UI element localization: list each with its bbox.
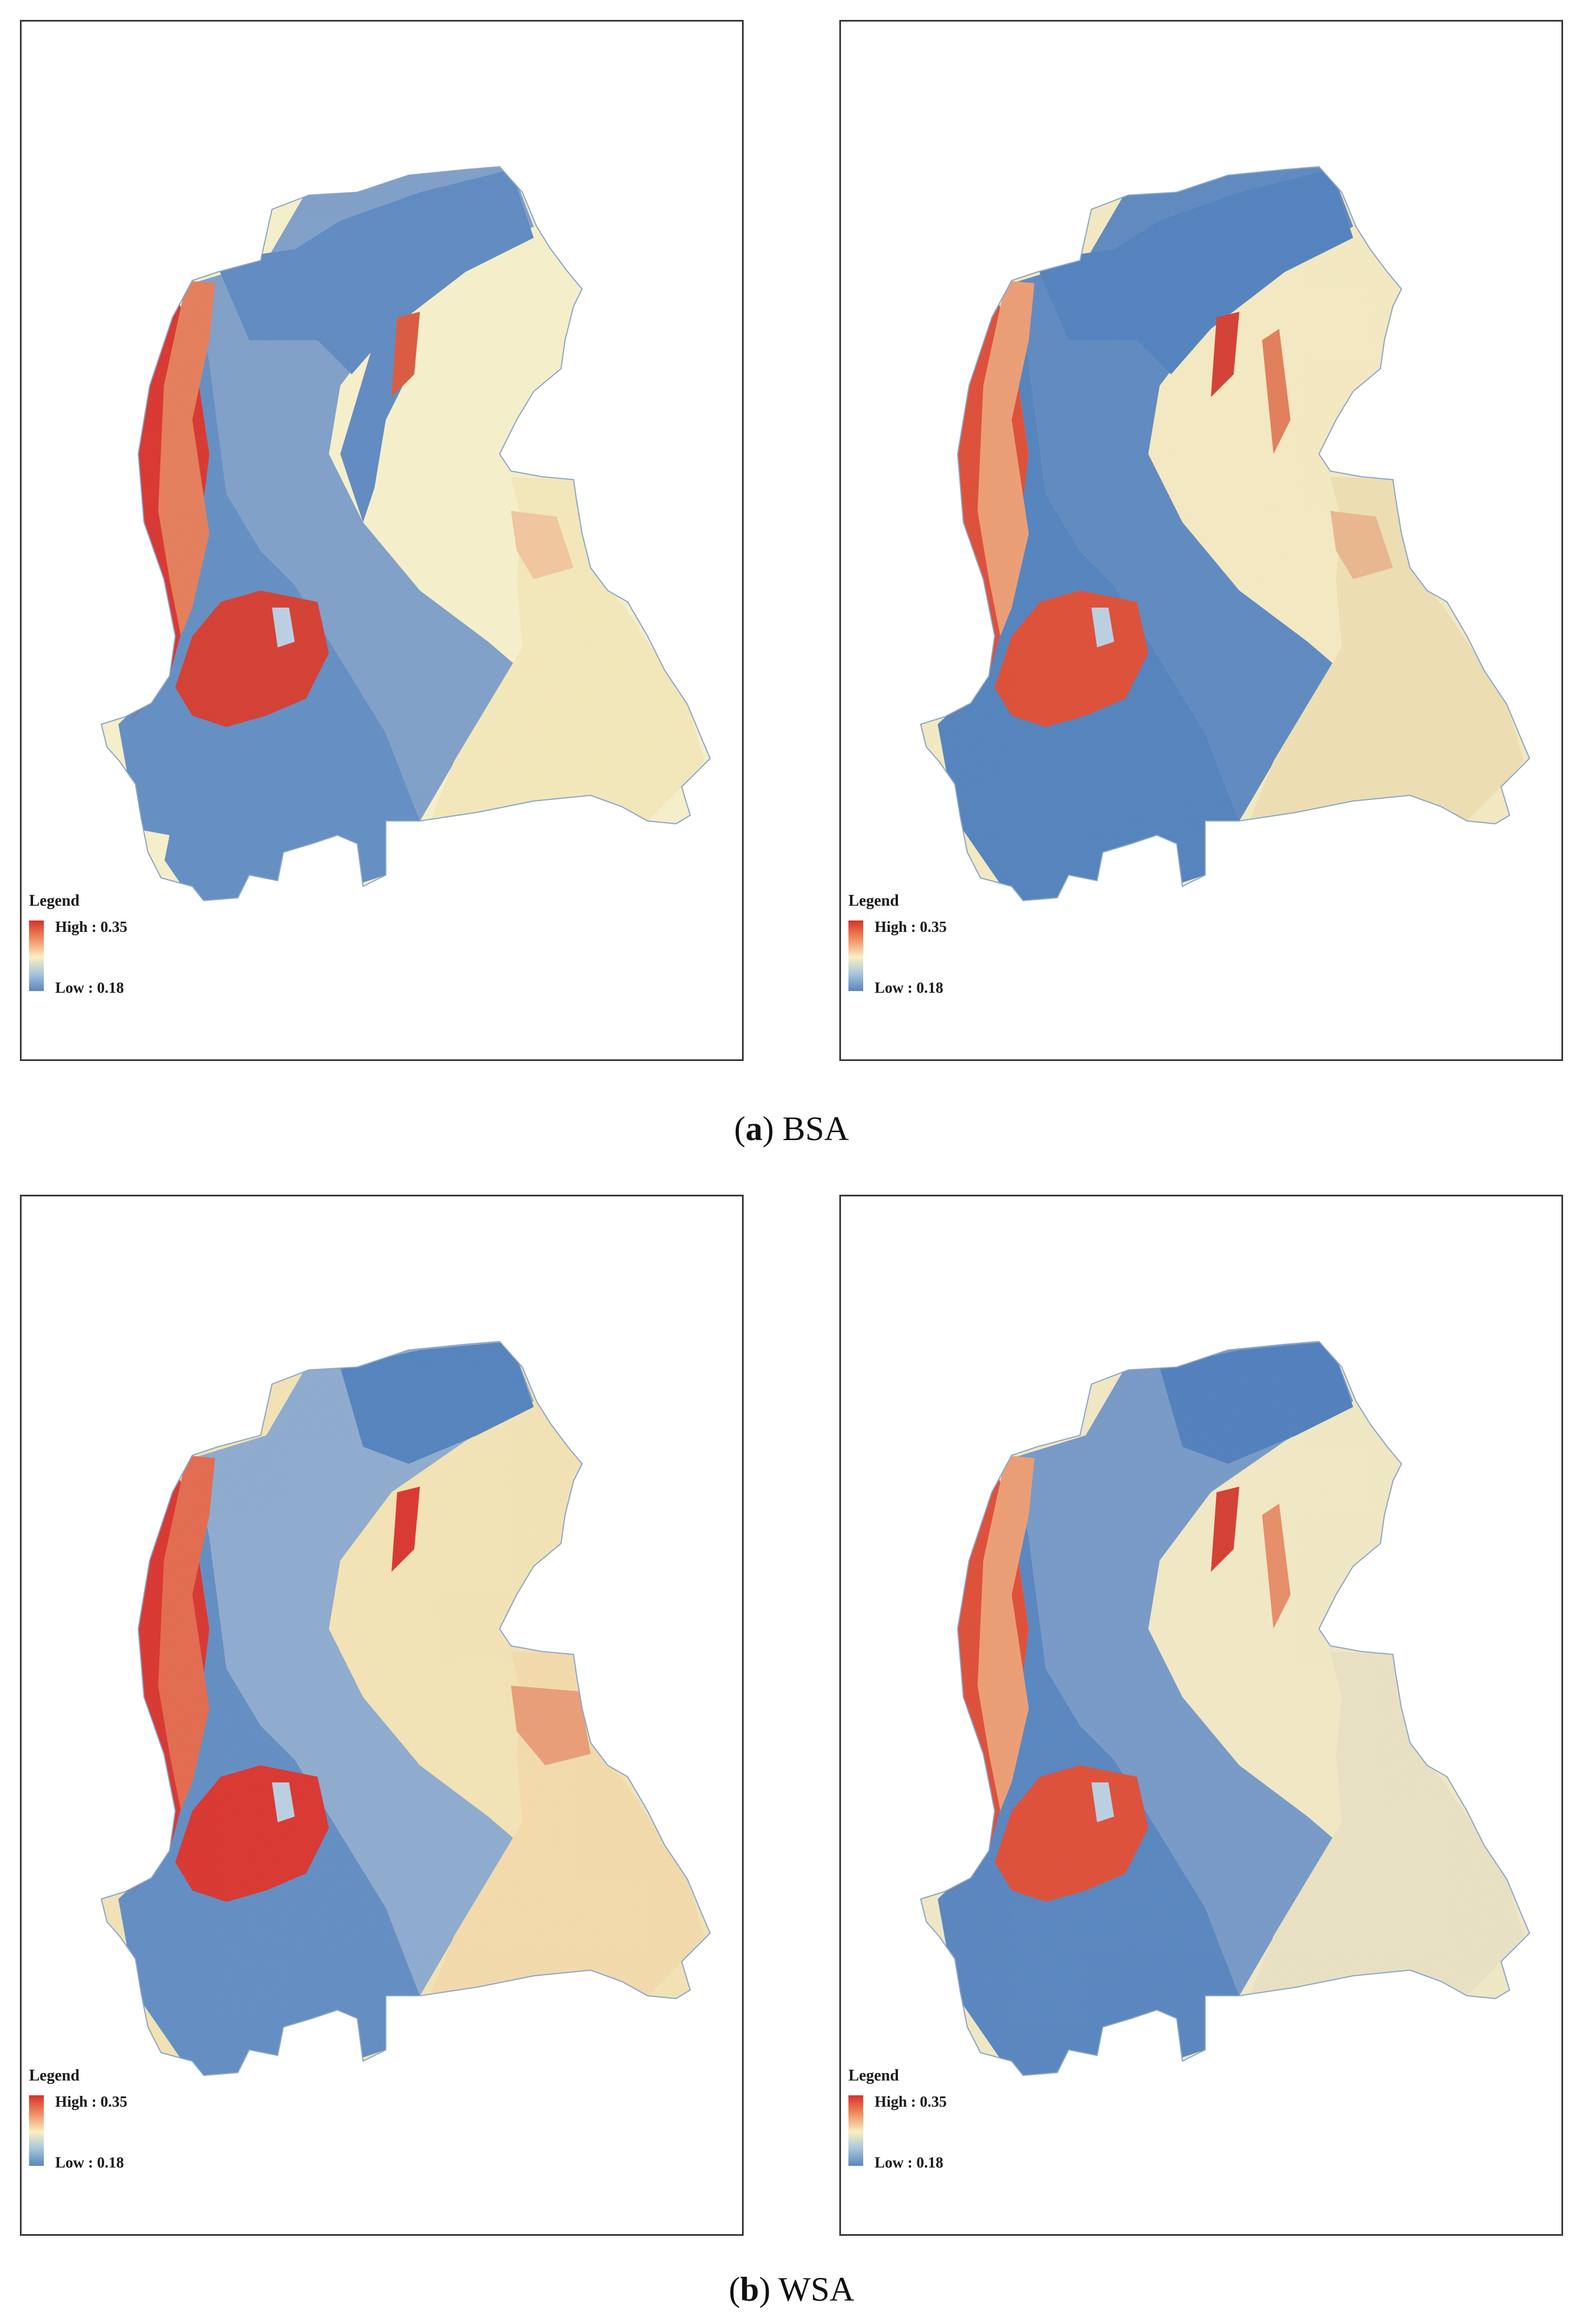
caption-text: BSA <box>782 1110 849 1147</box>
legend-title: Legend <box>848 2067 899 2084</box>
legend-high-label: High : 0.35 <box>875 2093 947 2110</box>
figure-caption-b: (b) WSA <box>728 2271 855 2308</box>
legend-low-label: Low : 0.18 <box>55 2154 124 2171</box>
legend-title: Legend <box>29 2067 80 2084</box>
choropleth-map <box>101 1341 711 2076</box>
legend-title: Legend <box>29 892 80 910</box>
legend: Legend High : 0.35 Low : 0.18 <box>29 892 177 996</box>
map-panel-wsa-right: Legend High : 0.35 Low : 0.18 <box>839 1195 1563 2236</box>
legend-low-label: Low : 0.18 <box>55 979 124 996</box>
legend: Legend High : 0.35 Low : 0.18 <box>848 2067 996 2171</box>
choropleth-map <box>920 166 1530 901</box>
legend-high-label: High : 0.35 <box>55 918 127 935</box>
choropleth-map <box>920 1341 1530 2076</box>
legend-low-label: Low : 0.18 <box>875 2154 943 2171</box>
legend: Legend High : 0.35 Low : 0.18 <box>29 2067 177 2171</box>
map-panel-wsa-left: Legend High : 0.35 Low : 0.18 <box>20 1195 744 2236</box>
figure-caption-a: (a) BSA <box>734 1110 849 1147</box>
caption-letter: a <box>745 1110 763 1147</box>
choropleth-map <box>101 166 711 901</box>
map-panel-bsa-right: Legend High : 0.35 Low : 0.18 <box>839 20 1563 1061</box>
legend: Legend High : 0.35 Low : 0.18 <box>848 892 996 996</box>
map-panel-bsa-left: Legend High : 0.35 Low : 0.18 <box>20 20 744 1061</box>
caption-letter: b <box>740 2271 760 2308</box>
legend-high-label: High : 0.35 <box>875 918 947 935</box>
legend-color-ramp <box>848 2095 863 2166</box>
legend-color-ramp <box>848 920 863 991</box>
legend-high-label: High : 0.35 <box>55 2093 127 2110</box>
legend-title: Legend <box>848 892 899 910</box>
legend-color-ramp <box>29 2095 44 2166</box>
legend-low-label: Low : 0.18 <box>875 979 943 996</box>
legend-color-ramp <box>29 920 44 991</box>
caption-text: WSA <box>778 2271 855 2308</box>
